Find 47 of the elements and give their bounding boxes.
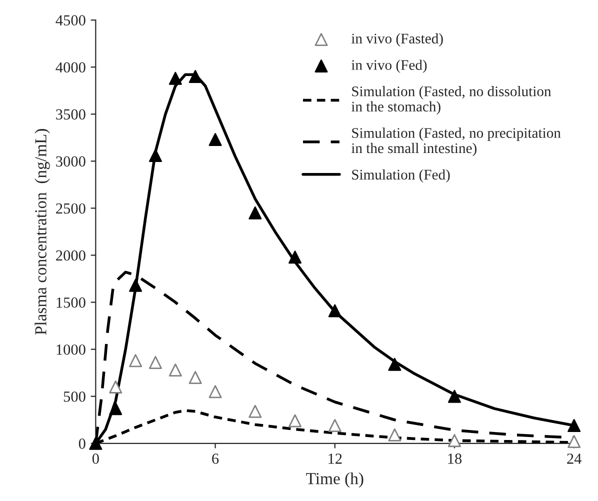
legend-label: in vivo (Fasted) [351, 33, 443, 46]
x-tick-label: 6 [212, 454, 219, 464]
point [148, 356, 162, 369]
point [168, 364, 182, 377]
point [109, 402, 122, 416]
point [129, 278, 142, 292]
point [148, 149, 162, 162]
point [188, 70, 202, 83]
point [568, 419, 581, 432]
y-tick-label: 3000 [56, 156, 86, 167]
point [168, 72, 182, 85]
point [448, 390, 461, 403]
y-tick-label: 0 [78, 438, 86, 449]
point [129, 354, 142, 368]
point [188, 371, 202, 384]
y-tick-label: 500 [64, 391, 86, 402]
x-tick-label: 0 [92, 454, 99, 464]
point [568, 435, 581, 448]
point [248, 206, 262, 220]
point [328, 419, 342, 432]
point [288, 250, 302, 264]
legend-label: Simulation (Fasted, no precipitation in the small intestine) [351, 128, 561, 156]
point [89, 436, 102, 450]
y-tick-label: 4000 [56, 62, 86, 73]
y-tick-label: 2500 [56, 203, 86, 214]
legend-label: Simulation (Fed) [352, 169, 450, 183]
legend-label: in vivo (Fed) [351, 60, 427, 73]
y-axis-title: Plasma concentration (ng/mL) [34, 129, 50, 335]
point [448, 434, 461, 448]
point [388, 428, 402, 442]
point [328, 304, 342, 318]
point [388, 358, 402, 371]
y-tick-label: 1500 [56, 297, 86, 308]
y-tick-label: 1000 [56, 344, 86, 355]
y-tick-label: 4500 [56, 15, 86, 26]
point [208, 385, 222, 398]
point [288, 414, 302, 428]
y-tick-label: 3500 [56, 109, 86, 120]
point [109, 380, 122, 394]
x-axis-title: Time (h) [306, 472, 364, 488]
y-tick-label: 2000 [56, 250, 86, 261]
x-tick-label: 18 [448, 454, 462, 464]
point [248, 404, 262, 418]
x-tick-label: 24 [567, 454, 582, 464]
x-tick-label: 12 [328, 454, 342, 464]
legend-label: Simulation (Fasted, no dissolution in the stomach) [351, 86, 552, 115]
point [208, 133, 222, 146]
